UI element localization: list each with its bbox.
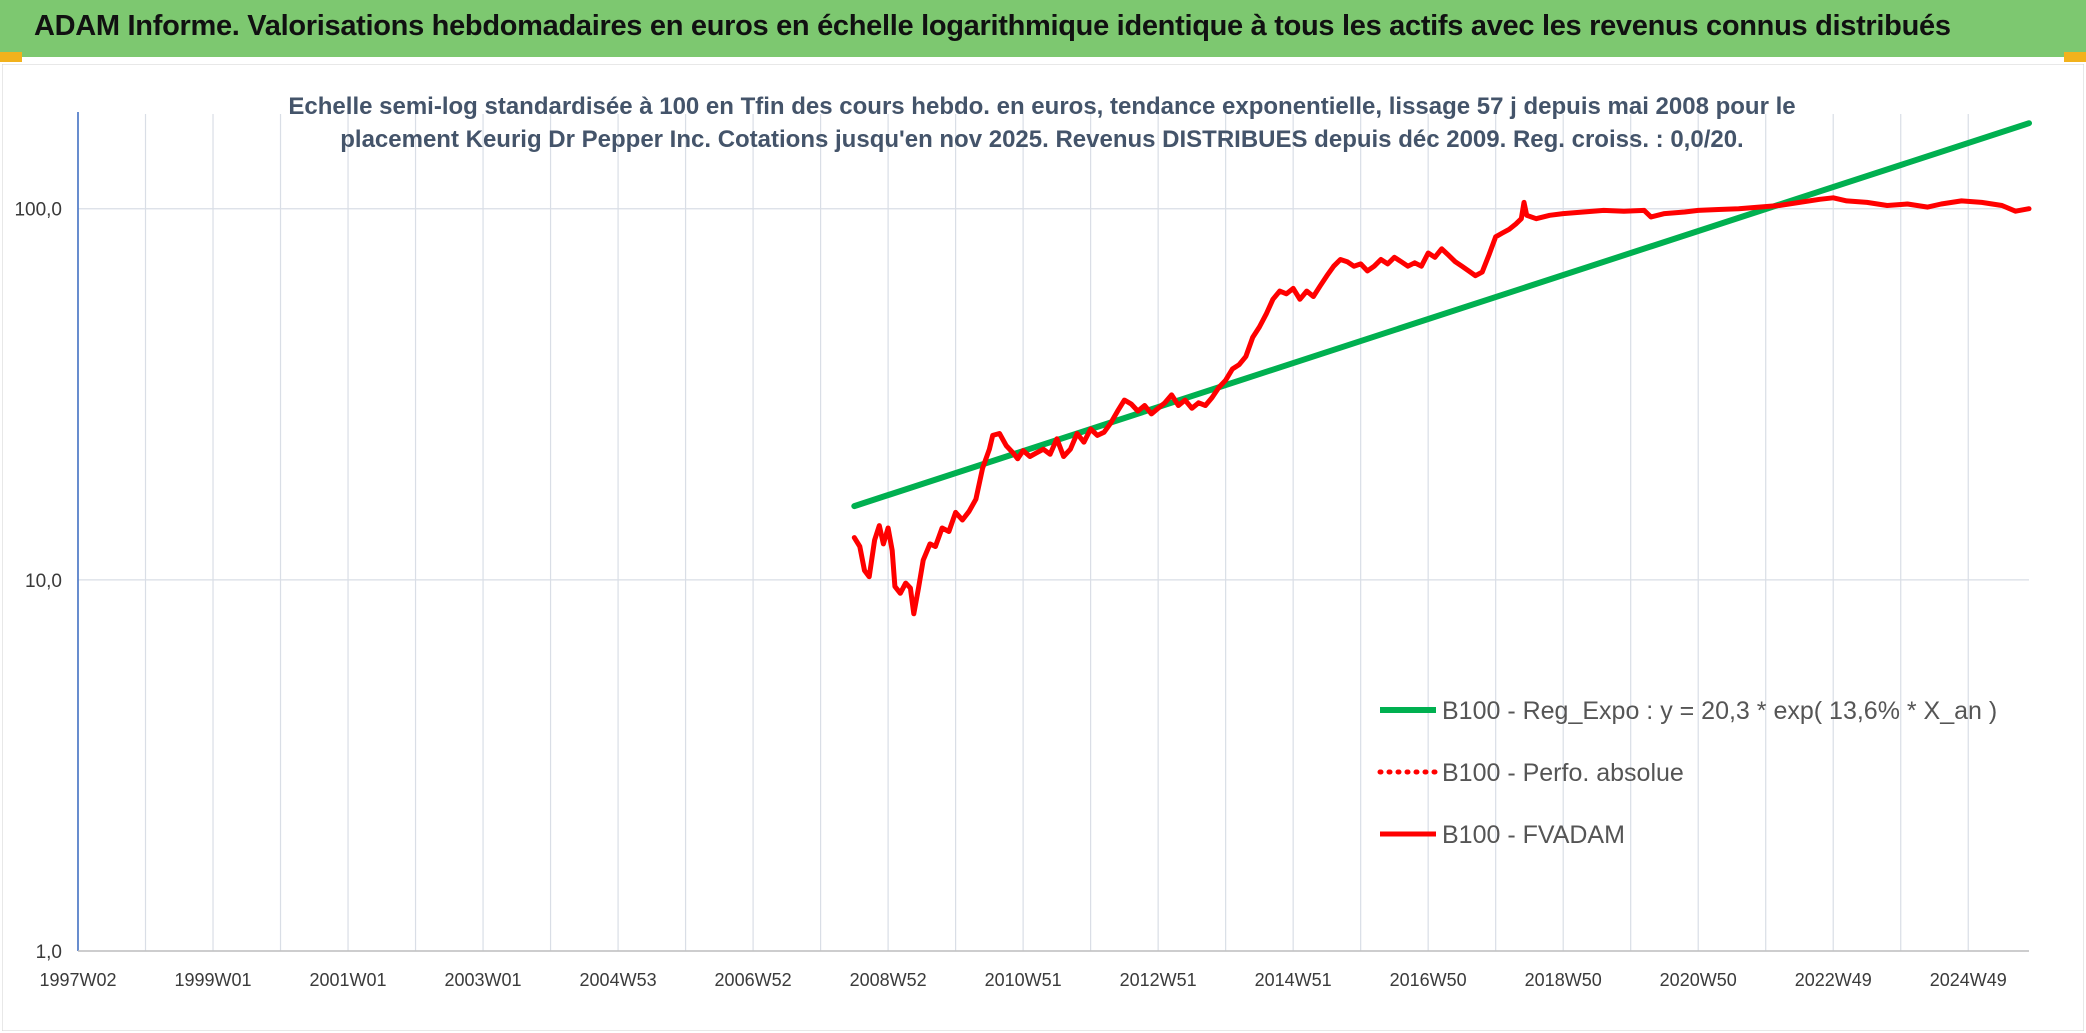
header-banner: ADAM Informe. Valorisations hebdomadaire… [0,0,2086,57]
series-line-reg-expo [851,120,2032,510]
x-tick-label: 2022W49 [1795,970,1872,990]
legend-entry: B100 - FVADAM [1442,821,1625,849]
chart-subtitle-line: Echelle semi-log standardisée à 100 en T… [288,93,1795,120]
x-tick-label: 2003W01 [445,970,522,990]
x-tick-label: 2004W53 [580,970,657,990]
x-tick-label: 2016W50 [1390,970,1467,990]
chart-subtitle: Echelle semi-log standardisée à 100 en T… [288,93,1795,153]
x-tick-label: 2014W51 [1255,970,1332,990]
x-tick-label: 2001W01 [310,970,387,990]
series-line-fvadam [851,195,2032,617]
y-tick-label: 1,0 [36,942,62,963]
x-tick-label: 2020W50 [1660,970,1737,990]
chart-area: 100,0 10,0 1,0 1997W02 1999W01 2001W01 2003W01… [2,64,2084,1031]
x-tick-label: 1999W01 [174,970,251,990]
corner-mark-top-left [0,52,22,62]
chart-frame [2,64,2084,1031]
tick-labels: 100,0 10,0 1,0 1997W02 1999W01 2001W01 2003W01… [14,200,2006,990]
legend: B100 - Reg_Expo : y = 20,3 * exp( 13,6% … [1377,697,1997,849]
x-tick-label: 2010W51 [985,970,1062,990]
legend-entry: B100 - Reg_Expo : y = 20,3 * exp( 13,6% … [1442,697,1997,725]
x-tick-label: 1997W02 [39,970,116,990]
corner-mark-top-right [2064,52,2086,62]
y-tick-label: 100,0 [14,200,62,221]
y-tick-label: 10,0 [25,571,62,592]
x-tick-label: 2012W51 [1120,970,1197,990]
chart-subtitle-line: placement Keurig Dr Pepper Inc. Cotation… [340,126,1743,153]
axes [77,112,2029,952]
series-layer [851,120,2032,617]
x-tick-label: 2006W52 [715,970,792,990]
x-tick-label: 2018W50 [1525,970,1602,990]
legend-entry: B100 - Perfo. absolue [1442,759,1684,787]
x-tick-label: 2024W49 [1930,970,2007,990]
x-tick-label: 2008W52 [850,970,927,990]
page-title: ADAM Informe. Valorisations hebdomadaire… [34,10,1951,42]
chart-svg: 100,0 10,0 1,0 1997W02 1999W01 2001W01 2003W01… [2,64,2084,1031]
